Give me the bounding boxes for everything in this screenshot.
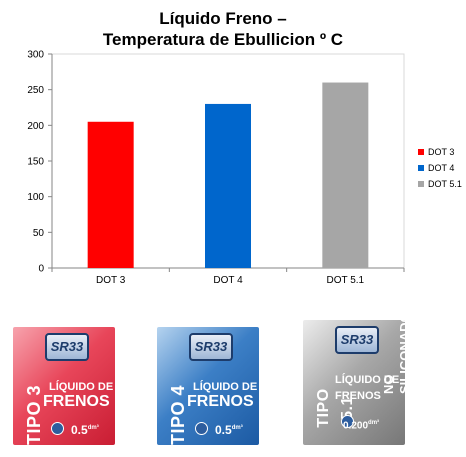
y-tick-label: 100 — [27, 192, 44, 203]
product-image-tipo4: SR33 TIPO 4 LÍQUIDO DE FRENOS 0.5dm³ — [157, 327, 259, 445]
x-tick-label: DOT 5.1 — [327, 275, 365, 286]
product-volume: 0.5dm³ — [71, 423, 99, 437]
x-tick-label: DOT 4 — [213, 275, 243, 286]
product-line2: FRENOS — [187, 393, 254, 410]
product-line1: LÍQUIDO DE — [335, 374, 400, 386]
legend-label-dot4: DOT 4 — [428, 163, 455, 173]
product-side-label: NO SILICONADO — [381, 320, 405, 394]
legend-swatch-dot51 — [418, 181, 424, 187]
y-tick-label: 0 — [38, 264, 44, 275]
legend-item-dot3: DOT 3 — [418, 144, 462, 160]
product-volume: 0.200dm³ — [343, 420, 380, 432]
seal-icon — [195, 422, 208, 435]
x-tick-label: DOT 3 — [96, 275, 126, 286]
product-tipo-label: TIPO 3 — [24, 385, 44, 445]
sr33-logo: SR33 — [45, 333, 89, 361]
bar-chart: 0 50 100 150 200 250 300 DOT 3 DOT 4 DOT 5.1 — [27, 50, 405, 286]
product-tipo-label: TIPO 5.1 — [315, 388, 356, 428]
bar-dot3 — [87, 121, 134, 269]
sr33-logo: SR33 — [189, 333, 233, 361]
legend-swatch-dot4 — [418, 165, 424, 171]
legend-label-dot3: DOT 3 — [428, 147, 455, 157]
y-tick-label: 300 — [27, 50, 44, 61]
y-tick-label: 200 — [27, 121, 44, 132]
sr33-logo: SR33 — [335, 326, 379, 354]
product-volume: 0.5dm³ — [215, 423, 243, 437]
y-tick-label: 250 — [27, 85, 44, 96]
seal-icon — [341, 415, 354, 428]
chart-title: Líquido Freno – Temperatura de Ebullicio… — [40, 8, 406, 50]
legend-label-dot51: DOT 5.1 — [428, 179, 462, 189]
product-image-tipo51: SR33 TIPO 5.1 LÍQUIDO DE FRENOS 0.200dm³… — [303, 320, 405, 445]
product-tipo-label: TIPO 4 — [168, 385, 188, 445]
legend-swatch-dot3 — [418, 149, 424, 155]
seal-icon — [51, 422, 64, 435]
chart-title-line-2: Temperatura de Ebullicion º C — [102, 30, 344, 49]
y-tick-label: 50 — [33, 228, 45, 239]
bar-dot4 — [205, 103, 251, 268]
y-tick-label: 150 — [27, 157, 44, 168]
product-line1: LÍQUIDO DE — [193, 381, 258, 393]
product-image-tipo3: SR33 TIPO 3 LÍQUIDO DE FRENOS 0.5dm³ — [13, 327, 115, 445]
product-line2: FRENOS — [43, 393, 110, 410]
chart-legend: DOT 3 DOT 4 DOT 5.1 — [418, 144, 462, 192]
bar-dot51 — [322, 82, 369, 269]
product-line1: LÍQUIDO DE — [49, 381, 114, 393]
product-line2: FRENOS — [335, 390, 381, 402]
legend-item-dot4: DOT 4 — [418, 160, 462, 176]
legend-item-dot51: DOT 5.1 — [418, 176, 462, 192]
chart-title-line-1: Líquido Freno – — [159, 9, 287, 28]
